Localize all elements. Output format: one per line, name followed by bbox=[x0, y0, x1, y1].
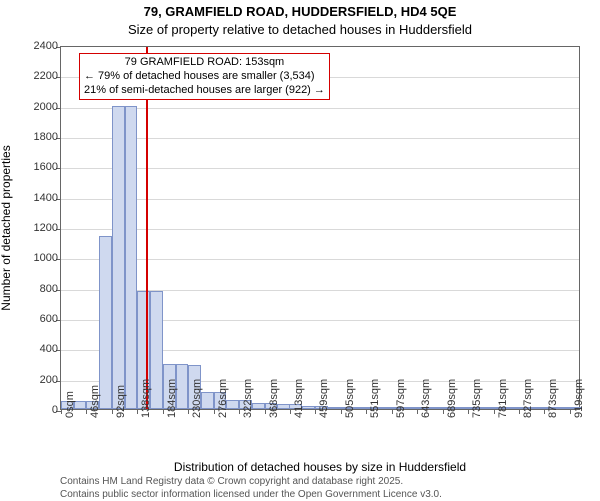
xtick-mark bbox=[519, 409, 520, 414]
xtick-mark bbox=[315, 409, 316, 414]
xtick-label: 781sqm bbox=[497, 379, 509, 418]
reference-line bbox=[146, 47, 148, 409]
xtick-label: 459sqm bbox=[318, 379, 330, 418]
xtick-mark bbox=[417, 409, 418, 414]
xtick-label: 322sqm bbox=[242, 379, 254, 418]
xtick-mark bbox=[239, 409, 240, 414]
gridline bbox=[61, 229, 579, 230]
xtick-mark bbox=[366, 409, 367, 414]
annotation-line-2: ← 79% of detached houses are smaller (3,… bbox=[84, 70, 325, 84]
gridline bbox=[61, 108, 579, 109]
xtick-label: 873sqm bbox=[547, 379, 559, 418]
xtick-label: 184sqm bbox=[166, 379, 178, 418]
xtick-label: 413sqm bbox=[293, 379, 305, 418]
xtick-mark bbox=[112, 409, 113, 414]
ytick-label: 1400 bbox=[8, 192, 58, 204]
ytick-label: 0 bbox=[8, 404, 58, 416]
xtick-mark bbox=[188, 409, 189, 414]
ytick-label: 2200 bbox=[8, 70, 58, 82]
gridline bbox=[61, 259, 579, 260]
gridline bbox=[61, 138, 579, 139]
xtick-label: 827sqm bbox=[522, 379, 534, 418]
xtick-mark bbox=[290, 409, 291, 414]
histogram-bar bbox=[99, 236, 112, 409]
annotation-line-1: 79 GRAMFIELD ROAD: 153sqm bbox=[84, 56, 325, 70]
xtick-label: 505sqm bbox=[344, 379, 356, 418]
gridline bbox=[61, 168, 579, 169]
xtick-mark bbox=[468, 409, 469, 414]
xtick-mark bbox=[570, 409, 571, 414]
xtick-label: 919sqm bbox=[573, 379, 585, 418]
xtick-mark bbox=[61, 409, 62, 414]
footer-line-2: Contains public sector information licen… bbox=[60, 489, 580, 501]
ytick-label: 1200 bbox=[8, 222, 58, 234]
xtick-label: 597sqm bbox=[395, 379, 407, 418]
ytick-label: 1600 bbox=[8, 161, 58, 173]
xtick-label: 368sqm bbox=[268, 379, 280, 418]
xtick-mark bbox=[214, 409, 215, 414]
xtick-mark bbox=[544, 409, 545, 414]
ytick-label: 1000 bbox=[8, 252, 58, 264]
chart-title-line2: Size of property relative to detached ho… bbox=[0, 22, 600, 37]
ytick-label: 800 bbox=[8, 283, 58, 295]
footer-line-1: Contains HM Land Registry data © Crown c… bbox=[60, 476, 580, 489]
x-axis-label: Distribution of detached houses by size … bbox=[60, 460, 580, 474]
ytick-label: 600 bbox=[8, 313, 58, 325]
histogram-plot: 79 GRAMFIELD ROAD: 153sqm← 79% of detach… bbox=[60, 46, 580, 410]
chart-title-line1: 79, GRAMFIELD ROAD, HUDDERSFIELD, HD4 5Q… bbox=[0, 4, 600, 19]
xtick-mark bbox=[341, 409, 342, 414]
xtick-label: 276sqm bbox=[217, 379, 229, 418]
histogram-bar bbox=[125, 106, 138, 409]
xtick-label: 643sqm bbox=[420, 379, 432, 418]
xtick-mark bbox=[86, 409, 87, 414]
ytick-label: 1800 bbox=[8, 131, 58, 143]
xtick-label: 138sqm bbox=[140, 379, 152, 418]
annotation-box: 79 GRAMFIELD ROAD: 153sqm← 79% of detach… bbox=[79, 53, 330, 100]
annotation-line-3: 21% of semi-detached houses are larger (… bbox=[84, 84, 325, 98]
histogram-bar bbox=[112, 106, 125, 409]
xtick-mark bbox=[494, 409, 495, 414]
xtick-label: 735sqm bbox=[471, 379, 483, 418]
ytick-label: 2400 bbox=[8, 40, 58, 52]
xtick-mark bbox=[443, 409, 444, 414]
xtick-mark bbox=[137, 409, 138, 414]
ytick-label: 200 bbox=[8, 374, 58, 386]
xtick-mark bbox=[392, 409, 393, 414]
attribution-footer: Contains HM Land Registry data © Crown c… bbox=[60, 476, 580, 501]
xtick-label: 46sqm bbox=[89, 385, 101, 418]
xtick-label: 230sqm bbox=[191, 379, 203, 418]
xtick-mark bbox=[265, 409, 266, 414]
ytick-label: 2000 bbox=[8, 101, 58, 113]
gridline bbox=[61, 199, 579, 200]
xtick-label: 0sqm bbox=[64, 391, 76, 418]
xtick-mark bbox=[163, 409, 164, 414]
ytick-label: 400 bbox=[8, 343, 58, 355]
xtick-label: 689sqm bbox=[446, 379, 458, 418]
xtick-label: 551sqm bbox=[369, 379, 381, 418]
xtick-label: 92sqm bbox=[115, 385, 127, 418]
